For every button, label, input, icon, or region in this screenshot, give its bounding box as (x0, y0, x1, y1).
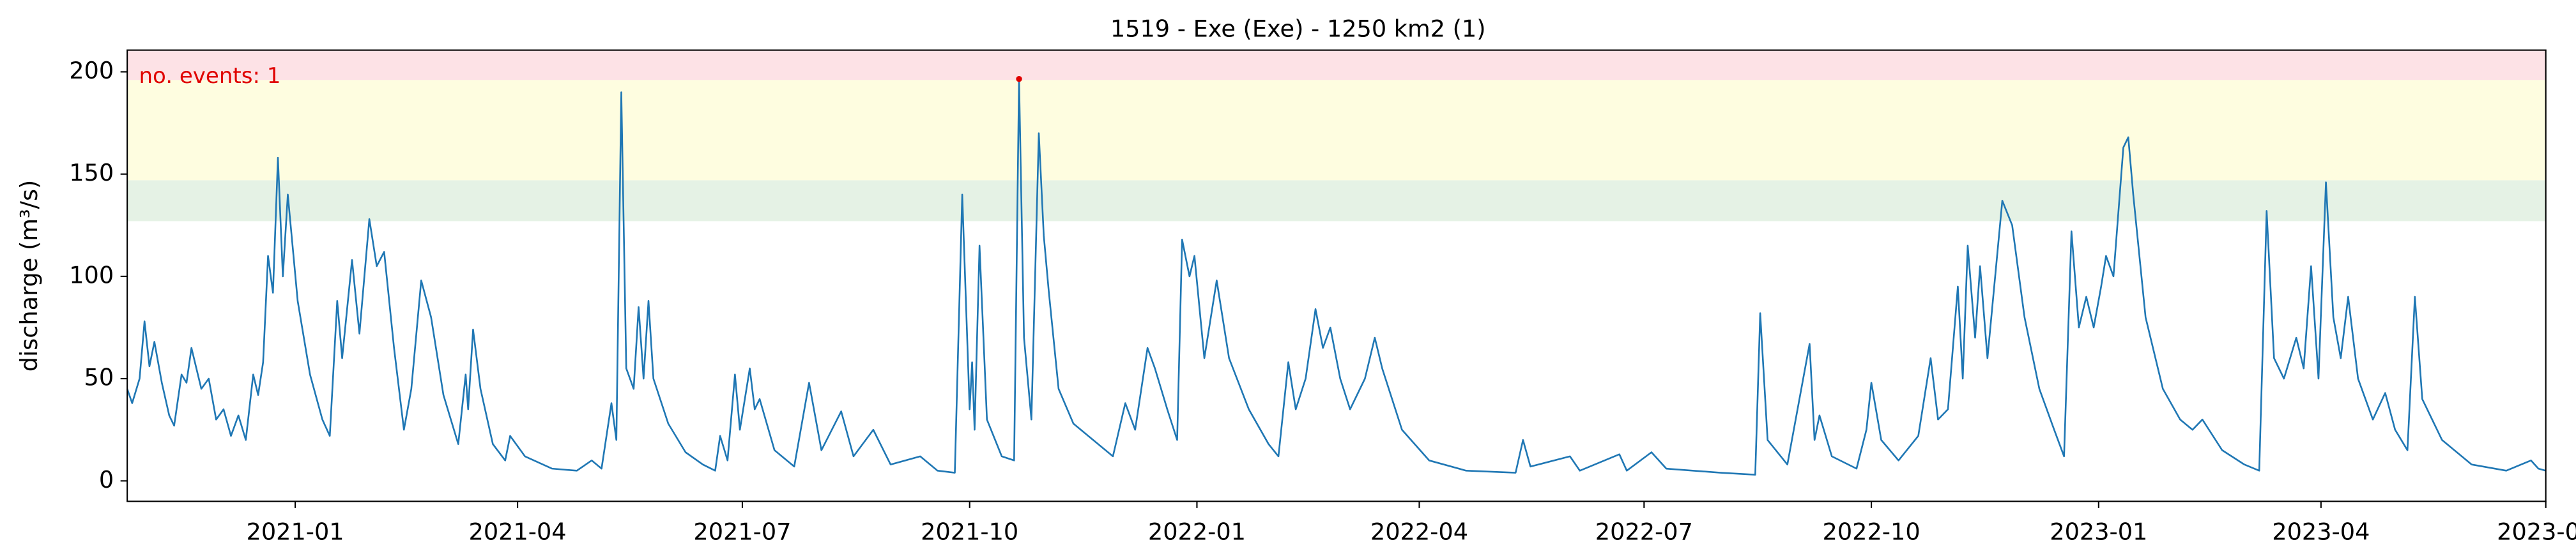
x-tick-label: 2022-04 (1370, 518, 1468, 546)
y-tick-label: 100 (69, 261, 114, 289)
event-marker (1016, 76, 1022, 82)
x-tick-label: 2022-01 (1148, 518, 1246, 546)
y-tick-label: 150 (69, 159, 114, 186)
y-tick-label: 0 (99, 466, 114, 493)
x-tick-label: 2023-07 (2497, 518, 2576, 546)
chart-title: 1519 - Exe (Exe) - 1250 km2 (1) (1110, 15, 1486, 43)
discharge-line (126, 78, 2547, 476)
x-tick-label: 2023-01 (2050, 518, 2147, 546)
threshold-band (127, 50, 2546, 80)
y-tick-label: 200 (69, 57, 114, 84)
x-tick-label: 2021-10 (921, 518, 1018, 546)
y-tick-label: 50 (84, 364, 114, 391)
threshold-band (127, 80, 2546, 181)
annotation: no. events: 1 (139, 63, 280, 89)
x-tick-label: 2021-07 (693, 518, 791, 546)
x-tick-label: 2021-04 (469, 518, 567, 546)
x-tick-label: 2023-04 (2272, 518, 2370, 546)
threshold-band (127, 180, 2546, 222)
x-tick-label: 2022-10 (1823, 518, 1920, 546)
x-tick-label: 2021-01 (247, 518, 344, 546)
x-tick-label: 2022-07 (1595, 518, 1693, 546)
plot-frame (126, 49, 2547, 502)
y-axis-label: discharge (m³/s) (15, 180, 43, 372)
